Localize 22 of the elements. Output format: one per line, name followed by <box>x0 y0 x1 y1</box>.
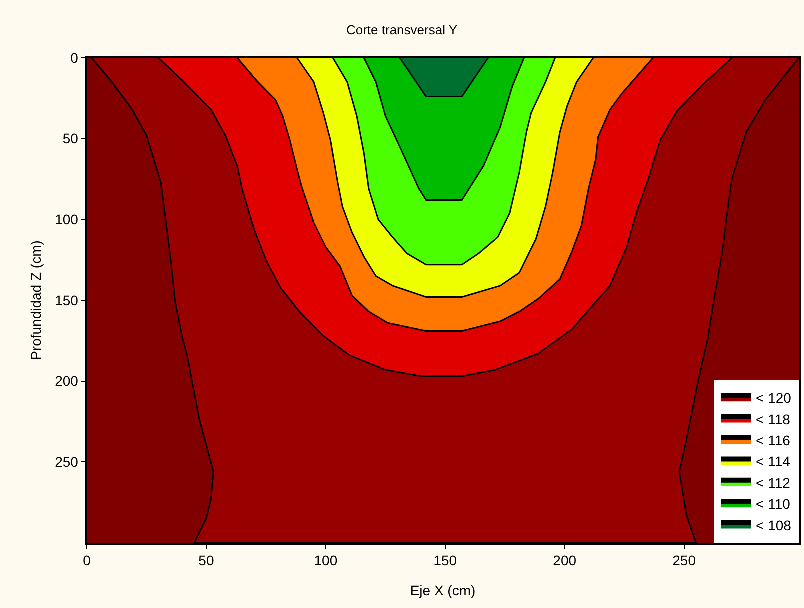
y-tick-label: 0 <box>70 50 79 66</box>
x-axis-title: Eje X (cm) <box>410 582 476 598</box>
x-tick-label: 50 <box>198 552 214 569</box>
y-tick-label: 100 <box>55 212 79 228</box>
y-tick-label: 150 <box>55 292 79 308</box>
y-axis-title: Profundidad Z (cm) <box>28 240 44 360</box>
legend-label: < 110 <box>756 496 791 512</box>
y-tick-label: 250 <box>55 454 79 470</box>
x-tick-label: 150 <box>434 552 458 569</box>
x-tick-label: 200 <box>553 552 577 569</box>
y-tick-label: 50 <box>62 130 79 147</box>
x-tick-label: 250 <box>672 552 696 569</box>
chart-title: Corte transversal Y <box>346 22 458 38</box>
legend-label: < 114 <box>756 454 791 470</box>
legend-label: < 116 <box>756 432 791 448</box>
legend-label: < 118 <box>756 411 791 428</box>
x-tick-label: 0 <box>83 552 92 569</box>
x-tick-label: 100 <box>314 552 338 569</box>
legend-label: < 112 <box>756 474 791 491</box>
legend-label: < 108 <box>756 517 792 534</box>
legend-label: < 120 <box>756 390 792 406</box>
y-tick-label: 200 <box>55 373 79 390</box>
